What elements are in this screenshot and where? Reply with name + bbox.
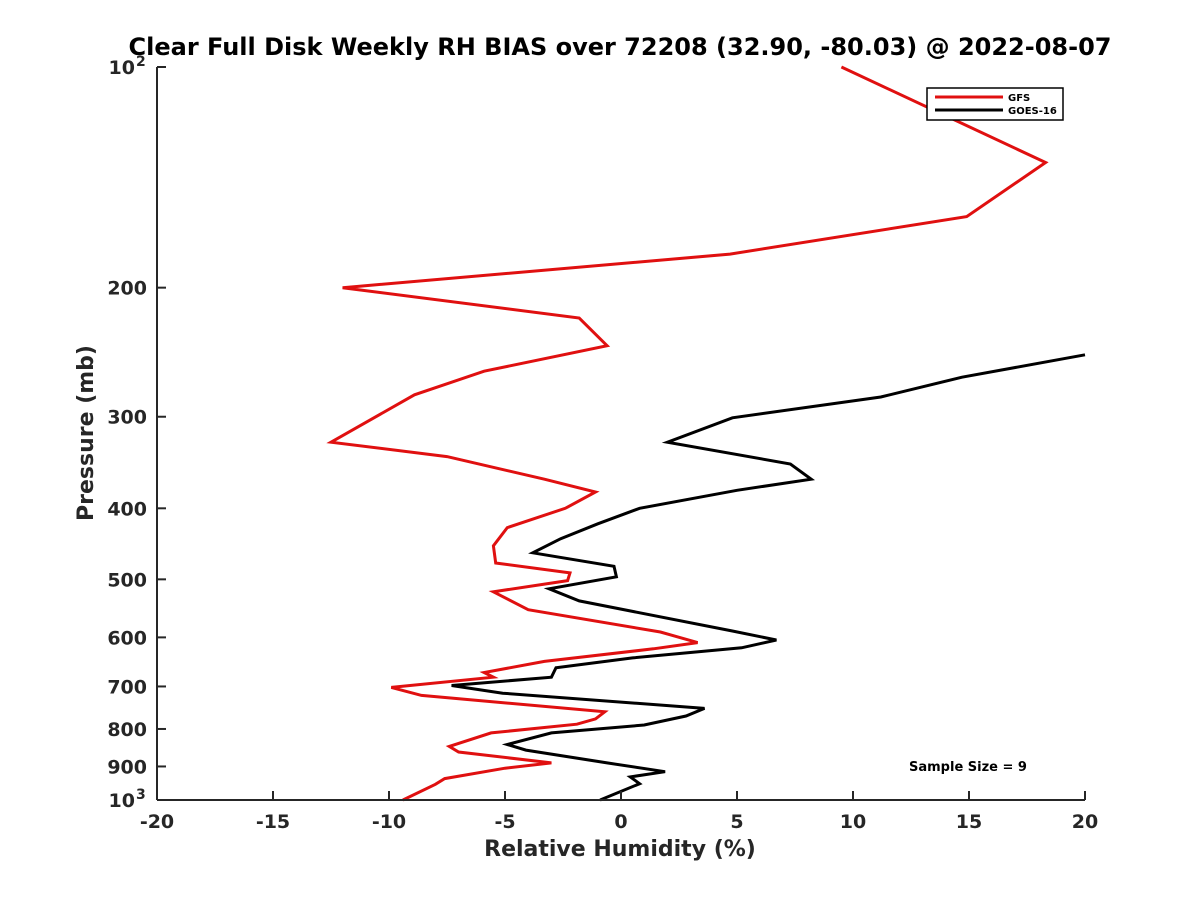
y-tick-label: 200 xyxy=(107,278,147,300)
x-tick-label: -5 xyxy=(494,811,515,833)
legend-box xyxy=(926,87,1064,121)
y-tick-label: 10 xyxy=(109,57,135,79)
x-tick-label: 10 xyxy=(840,811,866,833)
legend: GFS GOES-16 xyxy=(926,87,1064,121)
legend-label-goes16: GOES-16 xyxy=(1008,106,1057,117)
y-tick-label: 10 xyxy=(109,790,135,812)
legend-label-gfs: GFS xyxy=(1008,93,1030,104)
y-tick-label: 600 xyxy=(107,627,147,649)
x-tick-label: 15 xyxy=(956,811,982,833)
y-tick-label: 700 xyxy=(107,676,147,698)
x-tick-label: -15 xyxy=(256,811,290,833)
sample-size-annotation: Sample Size = 9 xyxy=(909,760,1027,775)
y-tick-label: 300 xyxy=(107,407,147,429)
series-line-gfs xyxy=(326,65,1049,802)
x-tick-label: -20 xyxy=(140,811,174,833)
x-tick-label: 5 xyxy=(730,811,743,833)
chart-title: Clear Full Disk Weekly RH BIAS over 7220… xyxy=(129,33,1112,61)
y-tick-label: 400 xyxy=(107,498,147,520)
x-tick-label: 20 xyxy=(1072,811,1098,833)
x-axis-label: Relative Humidity (%) xyxy=(484,837,756,862)
series-layer xyxy=(326,65,1086,802)
x-tick-label: -10 xyxy=(372,811,406,833)
x-tick-label: 0 xyxy=(614,811,627,833)
y-tick-label: 900 xyxy=(107,756,147,778)
y-tick-exponent: 2 xyxy=(136,54,146,70)
y-tick-label: 500 xyxy=(107,569,147,591)
y-tick-exponent: 3 xyxy=(136,787,146,803)
series-line-goes16 xyxy=(451,353,1086,802)
y-tick-label: 800 xyxy=(107,719,147,741)
y-axis-label: Pressure (mb) xyxy=(74,345,99,521)
